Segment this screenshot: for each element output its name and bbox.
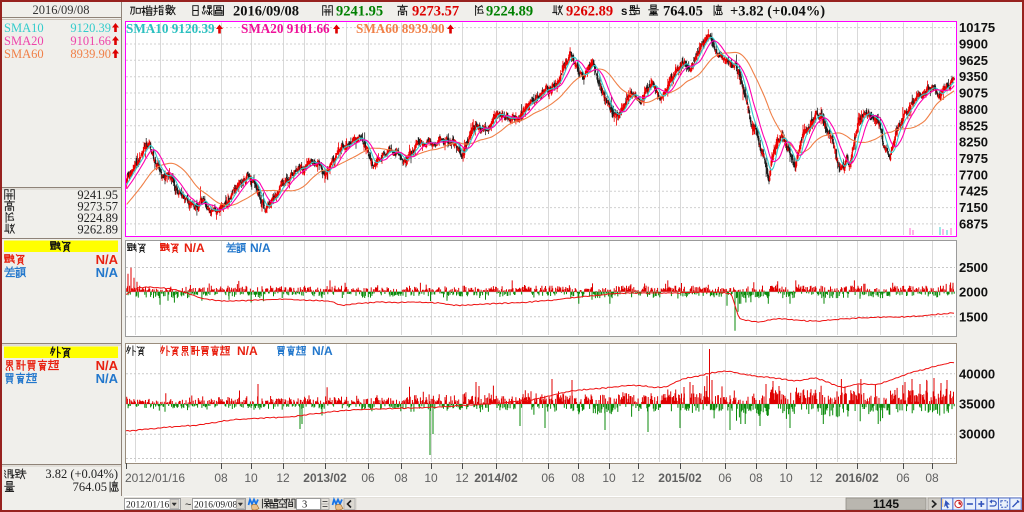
svg-text:9120.39: 9120.39 [70,21,111,35]
svg-text:SMA10 9120.39: SMA10 9120.39 [126,21,215,36]
svg-text:8525: 8525 [959,118,988,133]
svg-text:30000: 30000 [959,427,995,442]
svg-text:9262.89: 9262.89 [566,4,613,20]
svg-text:9224.89: 9224.89 [77,211,118,225]
svg-text:35000: 35000 [959,397,995,412]
svg-text:7425: 7425 [959,184,988,199]
svg-text:10: 10 [779,471,793,485]
svg-text:2500: 2500 [959,260,988,275]
svg-text:10: 10 [424,471,438,485]
svg-text:SMA10: SMA10 [4,21,44,35]
svg-text:s: s [621,6,627,18]
svg-text:8250: 8250 [959,135,988,150]
svg-text:3.82 (+0.04%): 3.82 (+0.04%) [45,467,118,481]
svg-text:08: 08 [571,471,585,485]
svg-text:9224.89: 9224.89 [486,4,533,20]
svg-text:N/A: N/A [96,358,119,373]
svg-text:SMA60 8939.90: SMA60 8939.90 [356,21,445,36]
svg-text:764.05: 764.05 [73,480,107,494]
svg-text:8800: 8800 [959,102,988,117]
svg-text:SMA20: SMA20 [4,34,44,48]
svg-text:2012/01/16: 2012/01/16 [126,501,170,511]
svg-text:9101.66: 9101.66 [70,34,111,48]
svg-text:SMA20 9101.66: SMA20 9101.66 [241,21,330,36]
svg-text:~: ~ [185,499,191,511]
svg-text:2015/02: 2015/02 [658,471,702,485]
svg-text:40000: 40000 [959,366,995,381]
svg-text:1500: 1500 [959,309,988,324]
svg-text:7700: 7700 [959,167,988,182]
svg-text:2016/09/08: 2016/09/08 [194,501,238,511]
svg-text:6875: 6875 [959,216,988,231]
svg-text:7975: 7975 [959,151,988,166]
svg-text:8939.90: 8939.90 [70,47,111,61]
svg-text:1145: 1145 [873,497,899,511]
svg-text:2016/02: 2016/02 [835,471,879,485]
svg-text:08: 08 [394,471,408,485]
svg-text:08: 08 [214,471,228,485]
svg-text:764.05: 764.05 [663,4,703,20]
svg-text:N/A: N/A [184,241,205,255]
svg-text:12: 12 [455,471,469,485]
svg-text:7150: 7150 [959,200,988,215]
svg-text:3: 3 [302,500,307,511]
svg-text:06: 06 [361,471,375,485]
svg-text:9900: 9900 [959,36,988,51]
svg-text:08: 08 [749,471,763,485]
svg-text:SMA60: SMA60 [4,47,44,61]
svg-text:9625: 9625 [959,53,988,68]
svg-text:2000: 2000 [959,285,988,300]
svg-text:9273.57: 9273.57 [412,4,459,20]
svg-text:08: 08 [925,471,939,485]
svg-text:N/A: N/A [250,241,271,255]
svg-text:06: 06 [896,471,910,485]
svg-text:9350: 9350 [959,69,988,84]
svg-text:2012/01/16: 2012/01/16 [125,471,185,485]
svg-text:12: 12 [631,471,645,485]
svg-text:N/A: N/A [96,252,119,267]
svg-text:9241.95: 9241.95 [336,4,383,20]
svg-text:10: 10 [602,471,616,485]
svg-text:2016/09/08: 2016/09/08 [233,4,299,20]
svg-text:N/A: N/A [312,344,333,358]
svg-text:10: 10 [244,471,258,485]
svg-text:+3.82 (+0.04%): +3.82 (+0.04%) [730,4,825,20]
svg-text:N/A: N/A [96,265,119,280]
svg-text:9273.57: 9273.57 [77,200,118,214]
svg-text:12: 12 [809,471,823,485]
svg-text:2013/02: 2013/02 [303,471,347,485]
svg-text:12: 12 [276,471,290,485]
svg-text:9075: 9075 [959,86,988,101]
svg-text:N/A: N/A [96,371,119,386]
svg-text:06: 06 [541,471,555,485]
svg-text:9241.95: 9241.95 [77,188,118,202]
svg-text:N/A: N/A [237,344,258,358]
svg-text:2014/02: 2014/02 [474,471,518,485]
svg-text:2016/09/08: 2016/09/08 [33,3,90,17]
svg-text:06: 06 [718,471,732,485]
svg-text:9262.89: 9262.89 [77,223,118,237]
svg-text:10175: 10175 [959,20,995,35]
